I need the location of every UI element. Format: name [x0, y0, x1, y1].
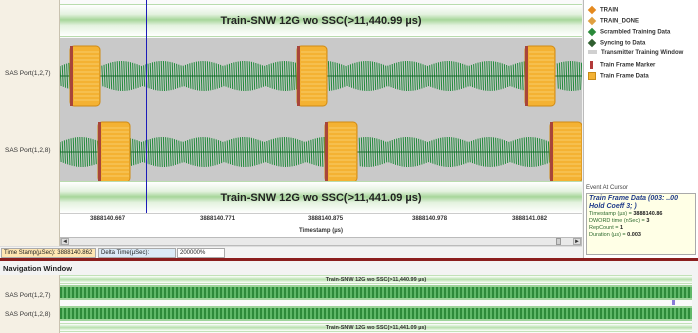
event-header-line1: Train Frame Data (003: ..00 — [589, 195, 678, 202]
channel-lane-1[interactable] — [60, 38, 582, 114]
channel-label-2: SAS Port(1,2,8) — [5, 147, 51, 154]
event-details: Train Frame Data (003: ..00 Hold Coeff 3… — [586, 193, 696, 255]
event-row-dword: DWORD time (nSec) = 3 — [589, 218, 693, 225]
train-frame-block[interactable] — [324, 121, 358, 183]
train-frame-marker — [525, 46, 528, 106]
time-tick: 3888140.667 — [90, 216, 126, 222]
marker-icon — [590, 61, 593, 69]
nav-lane-1[interactable] — [60, 285, 692, 300]
legend-panel: TRAIN TRAIN_DONE Scrambled Training Data… — [583, 0, 698, 184]
scroll-right-icon[interactable]: ► — [573, 238, 581, 245]
channel-1-waveform — [60, 45, 582, 107]
event-key: DWORD time (nSec) = — [589, 218, 647, 224]
event-value: 3 — [646, 218, 650, 224]
scroll-thumb[interactable] — [556, 238, 561, 245]
nav-overview-plot[interactable]: Train-SNW 12G wo SSC(>11,440.99 µs) Trai… — [60, 275, 692, 333]
channel-label-1: SAS Port(1,2,7) — [5, 70, 51, 77]
legend-item-syncing: Syncing to Data — [587, 38, 646, 48]
time-tick: 3888141.082 — [512, 216, 548, 222]
legend-label: TRAIN — [600, 7, 619, 14]
legend-item-tx-window: Transmitter Training Window — [588, 50, 683, 56]
legend-item-frame-data: Train Frame Data — [588, 72, 649, 80]
event-value: 3888140.86 — [633, 211, 663, 217]
time-tick: 3888140.771 — [200, 216, 236, 222]
event-key: RepCount = — [589, 225, 621, 231]
zoom-field[interactable]: 200000% — [177, 248, 225, 258]
event-key: Timestamp (µs) = — [589, 211, 634, 217]
nav-channel-labels: SAS Port(1,2,7) SAS Port(1,2,8) — [0, 275, 60, 333]
diamond-icon — [587, 5, 597, 15]
legend-label: Train Frame Marker — [600, 62, 656, 69]
training-banner-top[interactable]: Train-SNW 12G wo SSC(>11,440.99 µs) — [60, 4, 582, 37]
event-value: 1 — [620, 225, 624, 231]
nav-banner-top: Train-SNW 12G wo SSC(>11,440.99 µs) — [60, 275, 692, 284]
train-frame-block[interactable] — [296, 45, 328, 107]
status-bar: Time Stamp(µSec): 3888140.862 Delta Time… — [0, 246, 582, 258]
legend-item-train: TRAIN — [587, 5, 619, 15]
time-tick: 3888140.875 — [308, 216, 344, 222]
event-row-duration: Duration (µs) = 0.003 — [589, 232, 693, 239]
channel-labels: SAS Port(1,2,7) SAS Port(1,2,8) — [0, 0, 60, 258]
event-header-line2: Hold Coeff 3; ) — [589, 203, 637, 210]
square-icon — [588, 72, 596, 80]
nav-banner-bottom: Train-SNW 12G wo SSC(>11,441.09 µs) — [60, 323, 692, 332]
event-at-cursor-panel: Event At Cursor Train Frame Data (003: .… — [583, 184, 698, 258]
training-banner-top-label: Train-SNW 12G wo SSC(>11,440.99 µs) — [220, 15, 422, 27]
nav-lane-2[interactable] — [60, 306, 692, 321]
train-frame-marker — [550, 122, 553, 182]
time-tick: 3888140.978 — [412, 216, 448, 222]
train-frame-block[interactable] — [524, 45, 556, 107]
event-panel-title: Event At Cursor — [586, 185, 629, 191]
waveform-plot[interactable]: Train-SNW 12G wo SSC(>11,440.99 µs) Trai… — [60, 0, 582, 237]
time-axis-caption: Timestamp (µs) — [298, 228, 344, 234]
nav-banner-top-label: Train-SNW 12G wo SSC(>11,440.99 µs) — [325, 277, 427, 283]
pane-divider[interactable] — [0, 258, 698, 261]
legend-label: Syncing to Data — [600, 40, 646, 47]
delta-time-field: Delta Time(µSec): — [98, 248, 176, 258]
train-frame-marker — [70, 46, 73, 106]
diamond-icon — [587, 27, 597, 37]
legend-label: Transmitter Training Window — [601, 50, 684, 56]
training-banner-bottom-label: Train-SNW 12G wo SSC(>11,441.09 µs) — [220, 192, 422, 204]
train-frame-block[interactable] — [69, 45, 101, 107]
legend-label: Scrambled Training Data — [600, 29, 671, 36]
train-frame-marker — [98, 122, 101, 182]
channel-2-waveform — [60, 121, 582, 183]
train-frame-block[interactable] — [97, 121, 131, 183]
diamond-icon — [587, 38, 597, 48]
event-value: 0.003 — [627, 232, 641, 238]
training-banner-bottom[interactable]: Train-SNW 12G wo SSC(>11,441.09 µs) — [60, 181, 582, 214]
navigation-window: Navigation Window SAS Port(1,2,7) SAS Po… — [0, 261, 698, 333]
legend-item-scrambled: Scrambled Training Data — [587, 27, 671, 37]
legend-item-train-done: TRAIN_DONE — [587, 16, 640, 26]
timestamp-field: Time Stamp(µSec): 3888140.862 — [1, 248, 96, 258]
train-frame-block[interactable] — [549, 121, 582, 183]
nav-channel-label-1: SAS Port(1,2,7) — [5, 292, 51, 299]
train-frame-marker — [325, 122, 328, 182]
legend-item-frame-marker: Train Frame Marker — [588, 61, 655, 69]
legend-label: Train Frame Data — [600, 73, 649, 80]
nav-channel-label-2: SAS Port(1,2,8) — [5, 311, 51, 318]
horizontal-scrollbar[interactable]: ◄ ► — [60, 237, 582, 246]
event-row-timestamp: Timestamp (µs) = 3888140.86 — [589, 211, 693, 218]
bar-icon — [588, 50, 597, 55]
time-cursor[interactable] — [146, 0, 147, 213]
navigation-window-title: Navigation Window — [3, 264, 73, 273]
nav-banner-bottom-label: Train-SNW 12G wo SSC(>11,441.09 µs) — [325, 325, 427, 331]
scroll-left-icon[interactable]: ◄ — [61, 238, 69, 245]
event-row-repcount: RepCount = 1 — [589, 225, 693, 232]
legend-label: TRAIN_DONE — [600, 18, 640, 25]
train-frame-marker — [297, 46, 300, 106]
nav-viewport-marker[interactable] — [672, 300, 675, 305]
channel-lane-2[interactable] — [60, 114, 582, 190]
time-axis: 3888140.667 3888140.771 3888140.875 3888… — [60, 213, 582, 237]
event-key: Duration (µs) = — [589, 232, 628, 238]
diamond-icon — [587, 16, 597, 26]
